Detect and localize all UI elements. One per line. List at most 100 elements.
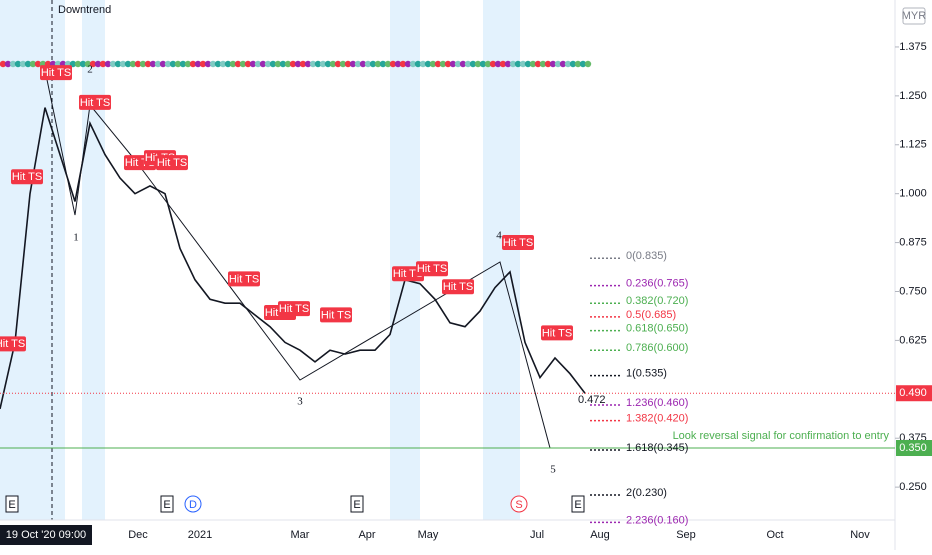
signal-dot [394,60,402,68]
hit-ts-box [79,94,111,110]
signal-dot [484,60,492,68]
signal-dot [344,60,352,68]
x-label: Apr [358,529,375,541]
signal-dot [374,60,382,68]
signal-dot [459,60,467,68]
signal-dot [279,60,287,68]
fib-label: 0.618(0.650) [626,323,688,335]
signal-dot [294,60,302,68]
hit-ts-box [0,336,26,352]
signal-dot [369,60,377,68]
signal-dot [289,60,297,68]
signal-dot [69,60,77,68]
hit-ts-box [40,65,72,81]
signal-dot [479,60,487,68]
signal-dot [209,60,217,68]
band [390,0,420,520]
x-label: 19 Oct '20 09:00 [6,529,86,541]
y-tick-label: 0.250 [899,481,927,493]
signal-dot [329,60,337,68]
hit-ts-label: Hit TS [503,237,533,249]
hit-ts-label: Hit TS [12,171,42,183]
signal-dot [309,60,317,68]
signal-dot [219,60,227,68]
signal-dot [319,60,327,68]
fib-label: 0(0.835) [626,250,667,262]
event-box [160,495,174,513]
signal-dot [519,60,527,68]
wave-label: 1 [73,232,79,244]
hit-ts-label: Hit TS [279,303,309,315]
fib-label: 2(0.230) [626,487,667,499]
x-label: Sep [676,529,696,541]
hit-ts-box [502,234,534,250]
signal-dot [89,60,97,68]
fib-label: 0.236(0.765) [626,278,688,290]
price-label-box [896,385,932,402]
hit-ts-box [156,155,188,171]
hit-ts-box [442,279,474,295]
x-label: Mar [291,529,310,541]
x-label: Jul [530,529,544,541]
signal-dot [494,60,502,68]
event-label: E [574,499,581,511]
signal-dot [174,60,182,68]
signal-dot [514,60,522,68]
signal-dot [229,60,237,68]
y-tick-label: 1.375 [899,41,927,53]
signal-dot [359,60,367,68]
signal-dot [414,60,422,68]
signal-dot [129,60,137,68]
signal-dot [74,60,82,68]
signal-dot [239,60,247,68]
signal-dot [9,60,17,68]
hit-ts-label: Hit TS [80,97,110,109]
signal-dot [464,60,472,68]
signal-dot [189,60,197,68]
signal-dot [124,60,132,68]
y-tick-label: 0.875 [899,236,927,248]
signal-dot [354,60,362,68]
signal-dot [559,60,567,68]
hit-ts-label: Hit TS [41,67,71,79]
price-label: 0.350 [899,442,927,454]
signal-dot [254,60,262,68]
signal-dot [449,60,457,68]
signal-dot [384,60,392,68]
hit-ts-box [278,301,310,317]
fib-label: 0.786(0.600) [626,342,688,354]
fib-label: 0.382(0.720) [626,295,688,307]
x-label: May [418,529,439,541]
currency: MYR [902,10,927,22]
fib-label: 2.236(0.160) [626,514,688,526]
signal-dot [469,60,477,68]
signal-dot [499,60,507,68]
hit-ts-label: Hit TS [157,157,187,169]
signal-dot [564,60,572,68]
signal-dot [19,60,27,68]
signal-dot [0,60,7,68]
signal-dot [399,60,407,68]
event-box [5,495,19,513]
signal-dot [529,60,537,68]
x-label: Dec [128,529,148,541]
signal-dot [539,60,547,68]
event-label: E [353,499,360,511]
x-label: Aug [590,529,610,541]
signal-dot [364,60,372,68]
signal-dot [434,60,442,68]
signal-dot [99,60,107,68]
signal-dot [79,60,87,68]
signal-dot [269,60,277,68]
x-label: 2021 [188,529,212,541]
signal-dot [184,60,192,68]
event-box [571,495,585,513]
hit-ts-label: Hit TS [229,273,259,285]
fib-label: 1.618(0.345) [626,442,688,454]
note: Look reversal signal for confirmation to… [673,430,890,442]
signal-dot [339,60,347,68]
signal-dot [569,60,577,68]
signal-dot [274,60,282,68]
signal-dot [214,60,222,68]
